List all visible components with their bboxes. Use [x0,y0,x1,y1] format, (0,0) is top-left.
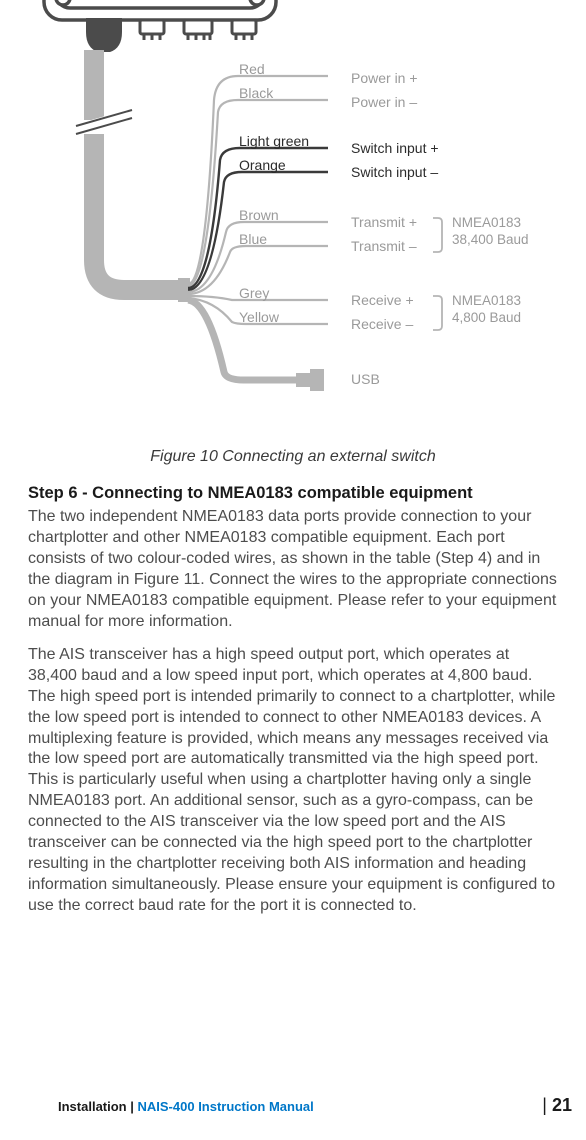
signal-switch-minus: Switch input – [351,164,438,180]
footer-manual: NAIS-400 Instruction Manual [138,1099,314,1114]
footer-left: Installation | NAIS-400 Instruction Manu… [58,1099,314,1114]
signal-transmit-plus: Transmit + [351,214,417,230]
signal-power-minus: Power in – [351,94,417,110]
group-nmea-lowspeed: NMEA0183 4,800 Baud [452,293,521,327]
signal-power-plus: Power in + [351,70,418,86]
page-footer: Installation | NAIS-400 Instruction Manu… [0,1095,586,1116]
figure-caption: Figure 10 Connecting an external switch [28,448,558,466]
footer-sep: | [127,1099,138,1114]
wire-label-grey: Grey [239,285,269,301]
footer-right: | 21 [542,1095,572,1116]
signal-receive-minus: Receive – [351,316,413,332]
group-nmea-lowspeed-line2: 4,800 Baud [452,310,521,325]
wiring-diagram: Red Black Light green Orange Brown Blue … [28,0,558,440]
wire-label-red: Red [239,61,265,77]
step-para-1: The two independent NMEA0183 data ports … [28,507,558,633]
wire-label-black: Black [239,85,273,101]
signal-transmit-minus: Transmit – [351,238,417,254]
group-nmea-highspeed-line1: NMEA0183 [452,215,521,230]
group-nmea-highspeed: NMEA0183 38,400 Baud [452,215,529,249]
group-nmea-lowspeed-line1: NMEA0183 [452,293,521,308]
signal-receive-plus: Receive + [351,292,414,308]
wire-label-orange: Orange [239,157,286,173]
footer-page-number: 21 [552,1095,572,1115]
wire-label-yellow: Yellow [239,309,279,325]
wire-label-brown: Brown [239,207,279,223]
footer-section: Installation [58,1099,127,1114]
signal-switch-plus: Switch input + [351,140,439,156]
signal-usb: USB [351,371,380,387]
wire-label-blue: Blue [239,231,267,247]
wire-label-lightgreen: Light green [239,133,309,149]
step-para-2: The AIS transceiver has a high speed out… [28,645,558,917]
step-heading: Step 6 - Connecting to NMEA0183 compatib… [28,484,558,503]
footer-page-sep: | [542,1095,552,1115]
group-nmea-highspeed-line2: 38,400 Baud [452,232,529,247]
